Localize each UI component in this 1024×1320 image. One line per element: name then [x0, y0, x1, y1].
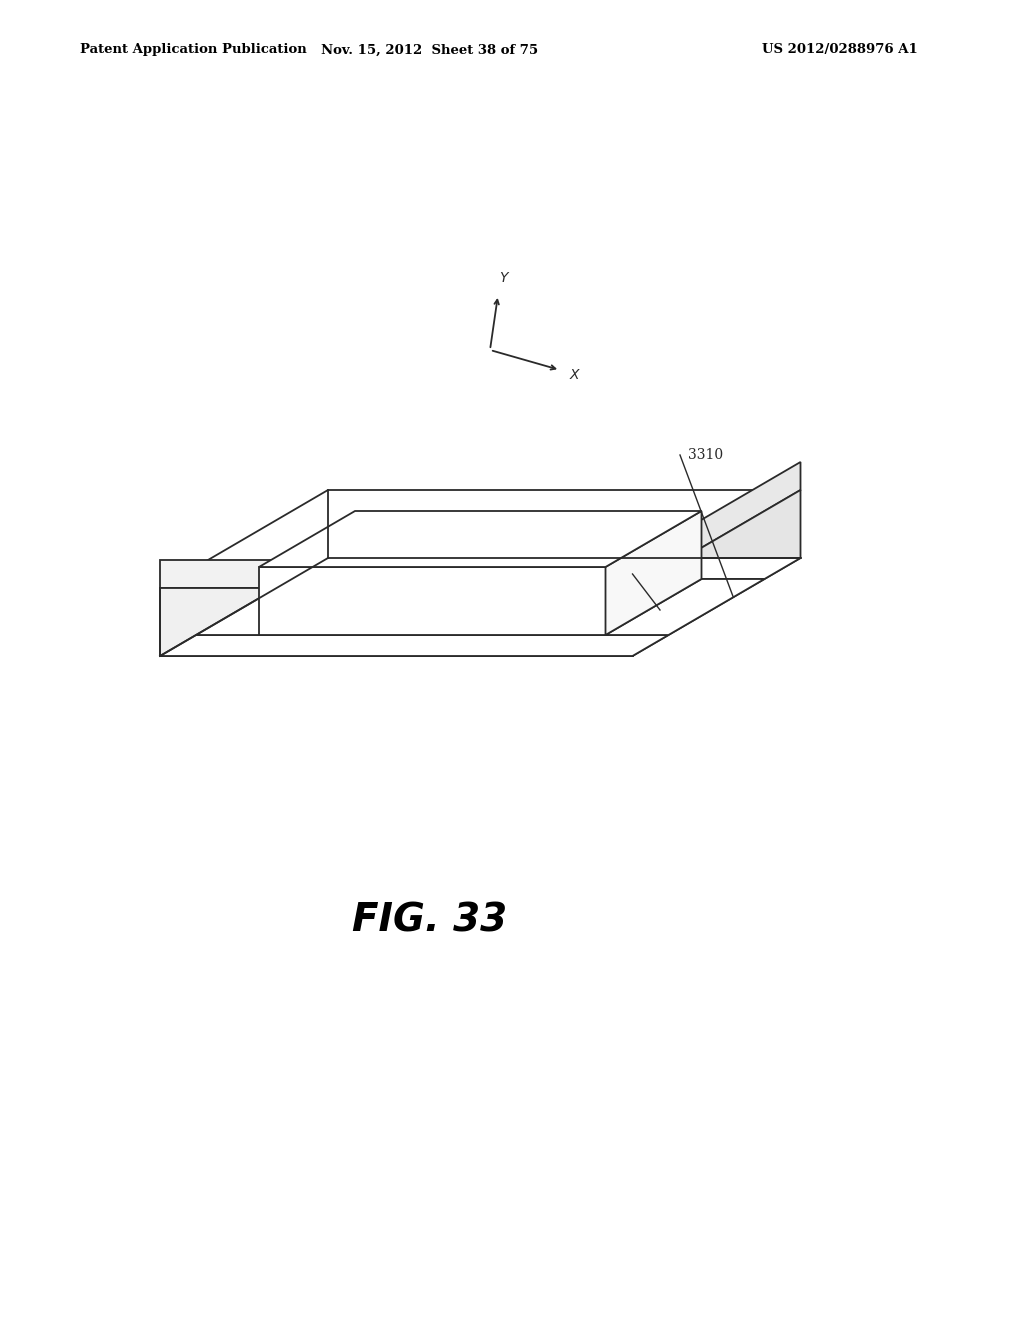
Polygon shape [605, 511, 701, 635]
Text: Patent Application Publication: Patent Application Publication [80, 44, 307, 57]
Polygon shape [605, 579, 765, 635]
Text: X: X [570, 368, 580, 381]
Polygon shape [633, 462, 801, 587]
Text: FIG. 33: FIG. 33 [352, 902, 508, 939]
Polygon shape [160, 635, 669, 656]
Polygon shape [160, 587, 633, 656]
Text: Nov. 15, 2012  Sheet 38 of 75: Nov. 15, 2012 Sheet 38 of 75 [322, 44, 539, 57]
Polygon shape [196, 579, 355, 635]
Polygon shape [292, 558, 801, 579]
Polygon shape [259, 568, 605, 635]
Polygon shape [259, 511, 701, 568]
Polygon shape [160, 490, 801, 587]
Polygon shape [633, 490, 801, 656]
Text: 3312: 3312 [668, 603, 703, 616]
Text: 3310: 3310 [688, 447, 723, 462]
Text: US 2012/0288976 A1: US 2012/0288976 A1 [762, 44, 918, 57]
Polygon shape [160, 560, 633, 587]
Text: Y: Y [499, 271, 507, 285]
